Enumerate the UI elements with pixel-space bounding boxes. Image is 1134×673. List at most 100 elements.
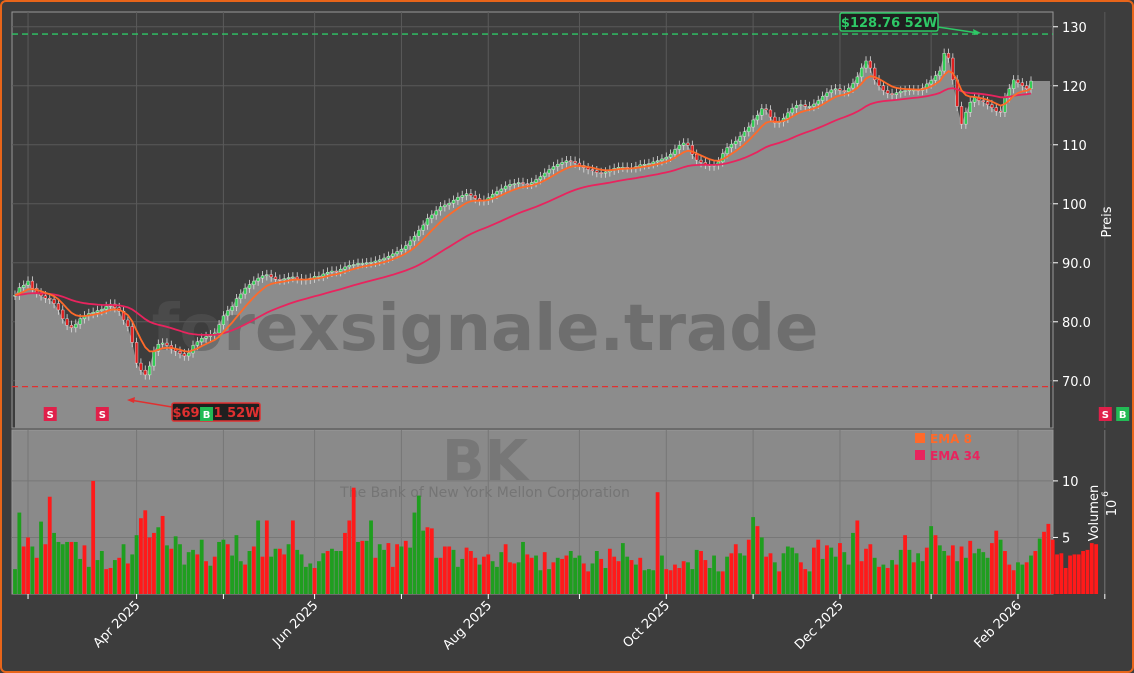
volume-bar [221, 539, 226, 594]
candle [22, 285, 26, 288]
candle [61, 309, 65, 320]
volume-bar [295, 549, 300, 594]
volume-bar [321, 553, 326, 594]
candle [751, 119, 755, 128]
volume-bar [117, 557, 122, 594]
candle [985, 101, 990, 105]
candle [78, 318, 82, 325]
candle [894, 92, 899, 95]
volume-bar [660, 555, 664, 594]
volume-bar [1050, 539, 1055, 594]
volume-bar [534, 555, 538, 594]
volume-bar [642, 570, 647, 594]
volume-tick-label: 10 [1062, 475, 1079, 490]
candle [647, 163, 651, 165]
candle [234, 298, 239, 307]
volume-bar [78, 558, 83, 594]
ema-34-line [14, 87, 1032, 336]
volume-bar [673, 564, 677, 594]
volume-bar [859, 561, 864, 594]
volume-bar [356, 541, 360, 594]
price-area [15, 53, 1050, 429]
candle [91, 312, 95, 314]
candle [473, 195, 477, 199]
volume-bar [152, 532, 156, 594]
candle [868, 60, 872, 69]
candle [256, 277, 260, 282]
candle [391, 253, 395, 257]
candle [959, 106, 964, 125]
signal-label: S [1102, 410, 1109, 421]
candle [26, 280, 30, 286]
candle [886, 90, 890, 94]
candle [126, 319, 130, 327]
volume-bar [360, 540, 365, 594]
volume-bar [877, 566, 881, 594]
candle [560, 162, 564, 165]
volume-grid [12, 430, 1106, 594]
volume-bar [916, 553, 921, 594]
volume-bar [651, 570, 656, 594]
candle [69, 325, 74, 328]
volume-bar [955, 561, 960, 594]
volume-bar [907, 549, 912, 594]
ema-8-line [14, 70, 1032, 353]
candle [347, 264, 351, 268]
candle [30, 280, 34, 289]
volume-bar [625, 556, 630, 594]
high-52w-box [839, 12, 939, 32]
candle [929, 80, 933, 85]
candle [321, 273, 325, 277]
candle [964, 112, 968, 125]
legend-label: EMA 8 [930, 432, 972, 446]
candle [569, 160, 573, 162]
volume-bar [225, 544, 230, 594]
candle [239, 293, 243, 299]
candle [291, 276, 295, 279]
candle [378, 259, 382, 262]
volume-bar [703, 560, 708, 594]
candle [182, 353, 186, 357]
volume-bar [885, 567, 890, 594]
volume-bar [842, 552, 847, 594]
volume-bar [382, 549, 386, 594]
volume-bar [1042, 531, 1046, 594]
candle [530, 182, 534, 185]
candle [464, 193, 469, 196]
volume-bar [403, 540, 408, 594]
volume-unit-label: 10 [1105, 500, 1120, 517]
volume-bar [1089, 543, 1094, 594]
signal-label: B [1119, 410, 1127, 421]
volume-bar [985, 557, 990, 594]
volume-bar [395, 544, 399, 594]
volume-bar [473, 557, 478, 594]
candle [373, 260, 377, 263]
candle [195, 341, 199, 346]
volume-bar [412, 512, 417, 594]
volume-bar [794, 553, 799, 594]
volume-bar [199, 539, 204, 594]
candle [408, 240, 412, 246]
volume-bar [1081, 551, 1086, 594]
candle [247, 284, 252, 289]
volume-bar [881, 564, 886, 594]
volume-bar [60, 544, 65, 594]
volume-bar [299, 554, 304, 594]
candle [330, 270, 334, 273]
candle [430, 214, 434, 219]
volume-bar [994, 530, 999, 594]
candle [395, 251, 399, 255]
volume-bar [304, 566, 308, 594]
volume-bar [442, 546, 447, 594]
high-52w-arrowhead [973, 29, 981, 35]
volume-bar [325, 551, 330, 594]
candle [599, 172, 603, 174]
candle [981, 100, 985, 102]
volume-bar [929, 526, 934, 594]
volume-bar [1037, 538, 1042, 594]
volume-bar [1011, 570, 1016, 594]
volume-bar [195, 554, 200, 594]
candle [417, 230, 421, 237]
volume-bar [937, 545, 942, 594]
